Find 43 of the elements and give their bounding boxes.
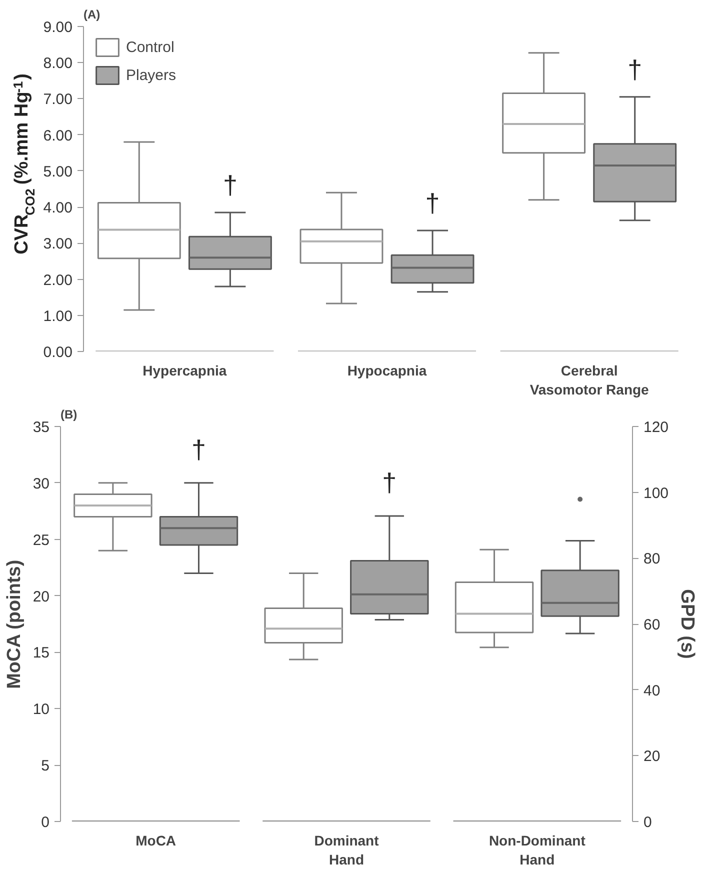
- y-tick-label: 2.00: [43, 272, 73, 289]
- x-tick-label: Non-Dominant Hand: [488, 832, 586, 868]
- y-tick-label: 8.00: [43, 55, 73, 72]
- y2-tick-label: 60: [644, 616, 660, 634]
- x-tick-label: Dominant Hand: [314, 832, 380, 868]
- y-tick-label: 30: [32, 475, 50, 492]
- y2-tick-label: 0: [644, 814, 652, 831]
- annotation: †: [382, 467, 397, 498]
- y-tick-label: 35: [32, 419, 50, 436]
- y-tick-label: 0.00: [43, 344, 73, 361]
- y2-tick-label: 40: [644, 682, 660, 700]
- x-tick-label: Cerebral Vasomotor Range: [530, 362, 650, 398]
- x-tick-label: Hypercapnia: [142, 362, 227, 378]
- annotation: †: [628, 54, 642, 84]
- y2-tick-label: 100: [644, 484, 669, 502]
- y-tick-label: 4.00: [43, 200, 73, 217]
- y-tick-label: 5: [41, 758, 50, 775]
- y-tick-label: 10: [32, 701, 50, 718]
- x-tick-label: Hypocapnia: [347, 362, 427, 378]
- y-tick-label: 15: [32, 644, 50, 662]
- chart-title: (A): [84, 8, 100, 22]
- y-tick-label: 3.00: [43, 236, 73, 253]
- annotation: †: [192, 434, 206, 464]
- y-axis-title: CVRCO2 (%.mm Hg-1): [10, 74, 38, 254]
- y2-tick-label: 80: [644, 550, 660, 568]
- y-tick-label: 1.00: [43, 308, 73, 325]
- y-tick-label: 7.00: [43, 91, 73, 108]
- annotation: †: [222, 170, 238, 200]
- y2-axis-title: GPD (s): [676, 589, 698, 659]
- annotation: †: [425, 188, 440, 218]
- chart-title: (B): [60, 408, 78, 422]
- y-axis-title: MoCA (points): [4, 560, 25, 689]
- y2-tick-label: 20: [644, 748, 660, 766]
- x-tick-label: MoCA: [136, 832, 176, 848]
- legend-label: Players: [126, 66, 176, 84]
- y-tick-label: 6.00: [43, 127, 73, 144]
- y-tick-label: 25: [32, 532, 50, 549]
- legend-label: Control: [126, 38, 174, 56]
- y2-tick-label: 120: [644, 419, 669, 436]
- y-tick-label: 0: [41, 814, 50, 831]
- y-tick-label: 20: [32, 588, 50, 606]
- y-tick-label: 9.00: [43, 19, 73, 36]
- y-tick-label: 5.00: [43, 163, 73, 180]
